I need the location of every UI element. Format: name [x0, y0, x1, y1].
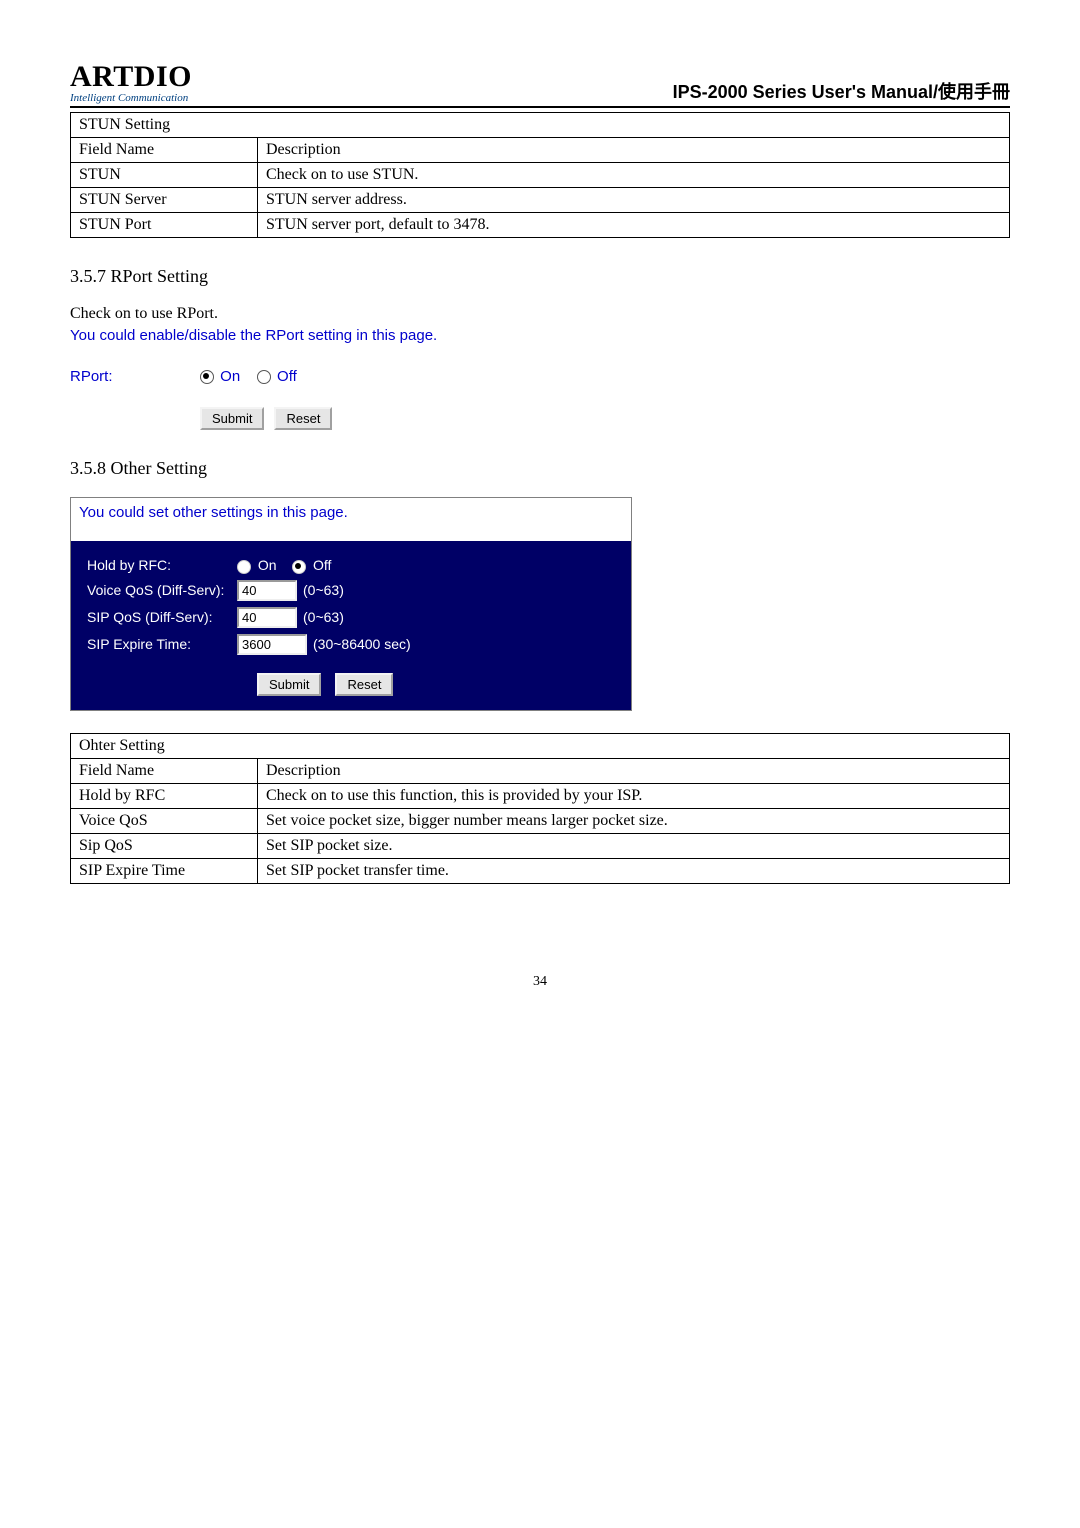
cell-desc: Check on to use STUN.: [258, 163, 1010, 188]
voice-qos-range: (0~63): [303, 582, 344, 598]
sip-expire-input[interactable]: [237, 634, 307, 655]
voice-qos-row: Voice QoS (Diff-Serv): (0~63): [87, 580, 615, 601]
rport-button-row: Submit Reset: [200, 407, 1010, 430]
cell-desc: Set SIP pocket transfer time.: [258, 858, 1010, 883]
table-row: STUN Server STUN server address.: [71, 188, 1010, 213]
hold-on-radio[interactable]: [237, 560, 251, 574]
table-row: STUN Check on to use STUN.: [71, 163, 1010, 188]
rport-on-radio[interactable]: [200, 370, 214, 384]
table-row: Field Name Description: [71, 138, 1010, 163]
other-dark-form: Hold by RFC: On Off Voice QoS (Diff-Serv…: [71, 541, 631, 710]
hold-off-label: Off: [313, 557, 331, 573]
hold-label: Hold by RFC:: [87, 557, 237, 574]
hold-off-radio[interactable]: [292, 560, 306, 574]
col-header-field: Field Name: [71, 138, 258, 163]
cell-desc: STUN server port, default to 3478.: [258, 213, 1010, 238]
cell-field: SIP Expire Time: [71, 858, 258, 883]
table-row: Field Name Description: [71, 758, 1010, 783]
cell-field: Voice QoS: [71, 808, 258, 833]
rport-radio-group: On Off: [200, 368, 297, 385]
cell-desc: STUN server address.: [258, 188, 1010, 213]
logo-block: ARTDIO Intelligent Communication: [70, 60, 192, 104]
voice-qos-label: Voice QoS (Diff-Serv):: [87, 582, 237, 599]
sip-expire-label: SIP Expire Time:: [87, 636, 237, 653]
cell-field: Hold by RFC: [71, 783, 258, 808]
table-caption: STUN Setting: [71, 113, 1010, 138]
table-row: STUN Setting: [71, 113, 1010, 138]
col-header-desc: Description: [258, 758, 1010, 783]
cell-desc: Set voice pocket size, bigger number mea…: [258, 808, 1010, 833]
doc-title: IPS-2000 Series User's Manual/使用手冊: [673, 78, 1010, 104]
sip-qos-label: SIP QoS (Diff-Serv):: [87, 609, 237, 626]
rport-intro: You could enable/disable the RPort setti…: [70, 327, 1010, 344]
other-button-row: Submit Reset: [87, 673, 615, 696]
cell-field: STUN Port: [71, 213, 258, 238]
sip-qos-row: SIP QoS (Diff-Serv): (0~63): [87, 607, 615, 628]
table-row: Voice QoS Set voice pocket size, bigger …: [71, 808, 1010, 833]
table-caption: Ohter Setting: [71, 733, 1010, 758]
logo-text: ARTDIO: [70, 60, 192, 94]
rport-form-row: RPort: On Off: [70, 368, 1010, 385]
rport-off-label: Off: [277, 368, 297, 385]
other-setting-table: Ohter Setting Field Name Description Hol…: [70, 733, 1010, 884]
submit-button[interactable]: Submit: [200, 407, 264, 430]
hold-row: Hold by RFC: On Off: [87, 557, 615, 574]
col-header-desc: Description: [258, 138, 1010, 163]
reset-button[interactable]: Reset: [274, 407, 332, 430]
cell-field: Sip QoS: [71, 833, 258, 858]
hold-on-label: On: [258, 557, 277, 573]
logo-subtext: Intelligent Communication: [70, 92, 192, 104]
cell-desc: Check on to use this function, this is p…: [258, 783, 1010, 808]
sip-qos-range: (0~63): [303, 609, 344, 625]
sip-qos-input[interactable]: [237, 607, 297, 628]
rport-label: RPort:: [70, 368, 200, 385]
page-number: 34: [70, 974, 1010, 990]
section-heading-rport: 3.5.7 RPort Setting: [70, 266, 1010, 287]
rport-check-text: Check on to use RPort.: [70, 305, 1010, 323]
cell-desc: Set SIP pocket size.: [258, 833, 1010, 858]
table-row: SIP Expire Time Set SIP pocket transfer …: [71, 858, 1010, 883]
header-row: ARTDIO Intelligent Communication IPS-200…: [70, 60, 1010, 108]
sip-expire-range: (30~86400 sec): [313, 636, 411, 652]
section-heading-other: 3.5.8 Other Setting: [70, 458, 1010, 479]
submit-button[interactable]: Submit: [257, 673, 321, 696]
other-setting-panel: You could set other settings in this pag…: [70, 497, 632, 711]
table-row: Hold by RFC Check on to use this functio…: [71, 783, 1010, 808]
sip-expire-row: SIP Expire Time: (30~86400 sec): [87, 634, 615, 655]
cell-field: STUN Server: [71, 188, 258, 213]
reset-button[interactable]: Reset: [335, 673, 393, 696]
cell-field: STUN: [71, 163, 258, 188]
rport-off-radio[interactable]: [257, 370, 271, 384]
other-intro: You could set other settings in this pag…: [71, 498, 631, 541]
stun-setting-table: STUN Setting Field Name Description STUN…: [70, 112, 1010, 238]
table-row: Sip QoS Set SIP pocket size.: [71, 833, 1010, 858]
hold-radio-group: On Off: [237, 557, 331, 573]
table-row: Ohter Setting: [71, 733, 1010, 758]
table-row: STUN Port STUN server port, default to 3…: [71, 213, 1010, 238]
rport-on-label: On: [220, 368, 240, 385]
voice-qos-input[interactable]: [237, 580, 297, 601]
col-header-field: Field Name: [71, 758, 258, 783]
